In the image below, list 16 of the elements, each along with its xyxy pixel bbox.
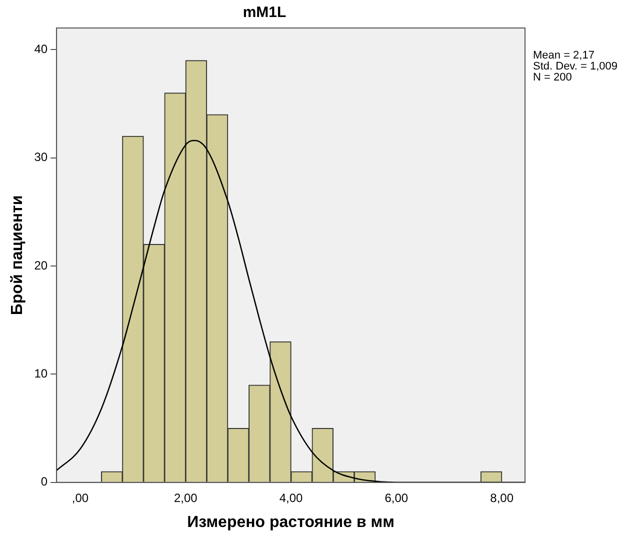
y-tick-label: 30 (34, 150, 48, 164)
y-tick-label: 20 (34, 258, 48, 272)
y-tick-label: 40 (34, 42, 48, 56)
x-tick-label: 4,00 (279, 490, 304, 505)
x-tick-label: 6,00 (384, 490, 408, 505)
y-tick-label: 10 (34, 366, 48, 381)
text: N = 200 (533, 72, 572, 84)
x-axis-title: Измерено растояние в мм (187, 514, 394, 531)
chart-title: mM1L (242, 4, 286, 22)
y-tick-label: 0 (40, 474, 48, 489)
text: Std. Dev. = 1,009 (533, 60, 618, 73)
x-tick-label: ,00 (72, 490, 89, 505)
text: Mean = 2,17 (533, 50, 594, 62)
x-tick-label: 8,00 (490, 490, 514, 505)
x-tick-label: 2,00 (174, 490, 198, 505)
y-axis-title: Брой пациенти (9, 195, 26, 316)
